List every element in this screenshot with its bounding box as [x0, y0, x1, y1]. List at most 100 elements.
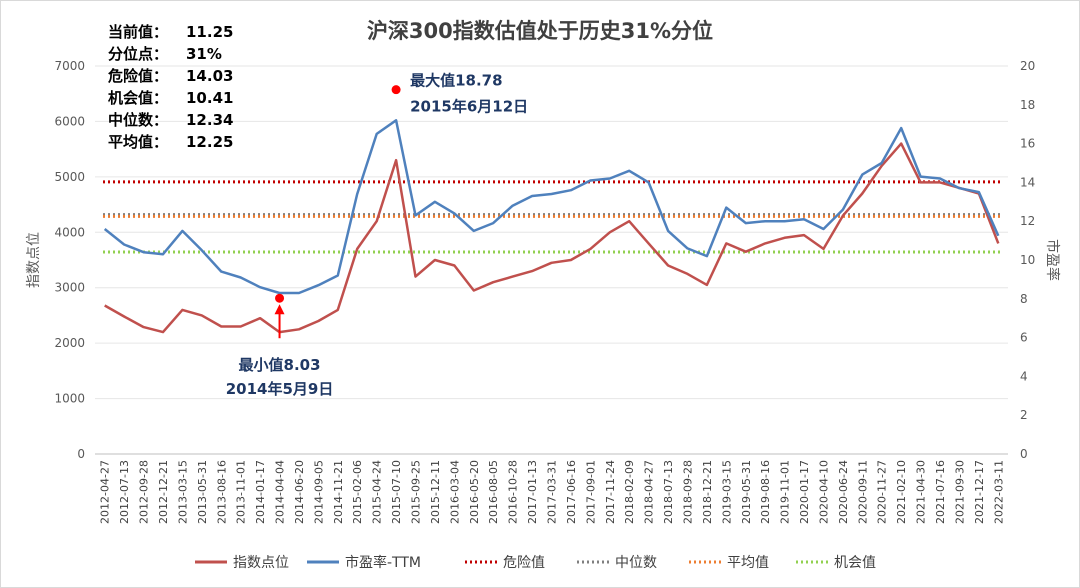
- x-tick-label: 2018-04-27: [643, 460, 656, 524]
- x-tick-label: 2020-06-24: [837, 460, 850, 524]
- x-tick-label: 2012-12-21: [157, 460, 170, 524]
- y-right-tick-label: 2: [1020, 408, 1028, 422]
- max-label: 最大值18.78: [410, 72, 502, 90]
- x-tick-label: 2019-03-15: [720, 460, 733, 524]
- x-tick-label: 2018-02-09: [623, 460, 636, 524]
- stat-label: 当前值：: [108, 23, 168, 41]
- y-left-tick-label: 2000: [54, 336, 85, 350]
- x-tick-label: 2019-11-01: [779, 460, 792, 524]
- y-left-tick-label: 0: [77, 447, 85, 461]
- x-tick-label: 2021-12-17: [973, 460, 986, 524]
- x-tick-label: 2016-10-28: [507, 460, 520, 524]
- x-tick-label: 2017-09-01: [584, 460, 597, 524]
- y-right-tick-label: 4: [1020, 369, 1028, 383]
- y-right-tick-label: 20: [1020, 59, 1035, 73]
- x-tick-label: 2021-09-30: [953, 460, 966, 524]
- y-right-tick-label: 18: [1020, 98, 1035, 112]
- axes: 0 1000 2000 3000 4000 5000 6000 7000 0 2 4 6 8 10 12 14…: [26, 59, 1061, 524]
- stat-label: 中位数：: [108, 111, 168, 129]
- index-level-line: [104, 142, 1000, 334]
- x-tick-label: 2021-04-30: [915, 460, 928, 524]
- stat-value: 31%: [186, 45, 222, 63]
- min-marker: [275, 293, 285, 303]
- x-tick-label: 2017-03-31: [546, 460, 559, 524]
- x-tick-label: 2013-08-16: [215, 460, 228, 524]
- y-right-tick-label: 6: [1020, 331, 1028, 345]
- y-left-tick-label: 3000: [54, 281, 85, 295]
- min-label: 最小值8.03: [239, 356, 321, 374]
- y-right-tick-label: 10: [1020, 253, 1035, 267]
- y-left-tick-label: 1000: [54, 392, 85, 406]
- y-right-tick-label: 8: [1020, 292, 1028, 306]
- y-right-axis-title: 市盈率: [1044, 239, 1061, 281]
- pe-ttm-line: [103, 119, 1000, 295]
- x-tick-label: 2014-01-17: [254, 460, 267, 524]
- x-tick-label: 2022-03-11: [992, 460, 1005, 524]
- stat-label: 平均值：: [108, 133, 168, 151]
- x-tick-label: 2018-12-21: [701, 460, 714, 524]
- stats-block: 当前值： 11.25 分位点： 31% 危险值： 14.03 机会值： 10.41 中位数： 12…: [108, 23, 233, 151]
- x-tick-label: 2017-06-16: [565, 460, 578, 524]
- x-tick-label: 2012-09-28: [138, 460, 151, 524]
- x-tick-label: 2015-07-10: [390, 460, 403, 524]
- x-tick-label: 2020-09-11: [856, 460, 869, 524]
- x-tick-label: 2015-12-11: [429, 460, 442, 524]
- stat-value: 11.25: [186, 23, 233, 41]
- x-tick-label: 2013-11-01: [235, 460, 248, 524]
- x-tick-label: 2014-06-20: [293, 460, 306, 524]
- y-left-axis-title: 指数点位: [26, 232, 42, 288]
- legend-label-pe-ttm: 市盈率-TTM: [345, 554, 421, 571]
- stat-label: 分位点：: [108, 45, 168, 63]
- x-tick-label: 2014-11-21: [332, 460, 345, 524]
- y-left-tick-label: 4000: [54, 225, 85, 239]
- x-tick-label: 2012-04-27: [99, 460, 112, 524]
- legend-label-median: 中位数: [615, 555, 657, 571]
- x-tick-label: 2016-08-05: [487, 460, 500, 524]
- legend-label-danger: 危险值: [503, 555, 545, 571]
- x-tick-label: 2019-05-31: [740, 460, 753, 524]
- x-tick-label: 2014-09-05: [312, 460, 325, 524]
- x-tick-label: 2012-07-13: [118, 460, 131, 524]
- legend: 指数点位 市盈率-TTM 危险值 中位数 平均值 机会值: [195, 554, 876, 571]
- legend-label-opportunity: 机会值: [834, 555, 876, 571]
- y-right-tick-label: 14: [1020, 175, 1035, 189]
- y-right-tick-label: 0: [1020, 447, 1028, 461]
- y-right-tick-label: 16: [1020, 137, 1035, 151]
- x-tick-label: 2016-03-04: [448, 460, 461, 524]
- max-date: 2015年6月12日: [410, 98, 528, 116]
- x-tick-label: 2018-09-28: [681, 460, 694, 524]
- series-lines: [103, 119, 1000, 334]
- stat-value: 12.25: [186, 133, 233, 151]
- legend-label-index-level: 指数点位: [233, 555, 289, 571]
- stat-label: 危险值：: [108, 67, 168, 85]
- x-tick-label: 2020-11-27: [876, 460, 889, 524]
- x-tick-label: 2015-04-24: [371, 460, 384, 524]
- x-tick-label: 2015-02-06: [351, 460, 364, 524]
- legend-label-mean: 平均值: [727, 555, 769, 571]
- x-tick-label: 2021-02-10: [895, 460, 908, 524]
- x-tick-label: 2014-04-04: [274, 460, 287, 524]
- y-left-tick-label: 7000: [54, 59, 85, 73]
- y-right-tick-label: 12: [1020, 214, 1035, 228]
- chart-title: 沪深300指数估值处于历史31%分位: [367, 19, 713, 43]
- x-tick-label: 2015-09-25: [410, 460, 423, 524]
- x-tick-label: 2017-01-13: [526, 460, 539, 524]
- x-tick-label: 2018-07-13: [662, 460, 675, 524]
- stat-value: 14.03: [186, 67, 233, 85]
- x-tick-label: 2019-08-16: [759, 460, 772, 524]
- max-marker: [391, 85, 401, 95]
- x-tick-label: 2013-03-15: [176, 460, 189, 524]
- x-tick-label: 2020-04-10: [817, 460, 830, 524]
- stat-value: 10.41: [186, 89, 233, 107]
- min-date: 2014年5月9日: [226, 380, 334, 398]
- x-tick-label: 2016-05-20: [468, 460, 481, 524]
- y-left-tick-label: 5000: [54, 170, 85, 184]
- x-tick-label: 2013-05-31: [196, 460, 209, 524]
- stat-label: 机会值：: [108, 89, 168, 107]
- x-tick-label: 2017-11-24: [604, 460, 617, 524]
- x-tick-label: 2021-07-16: [934, 460, 947, 524]
